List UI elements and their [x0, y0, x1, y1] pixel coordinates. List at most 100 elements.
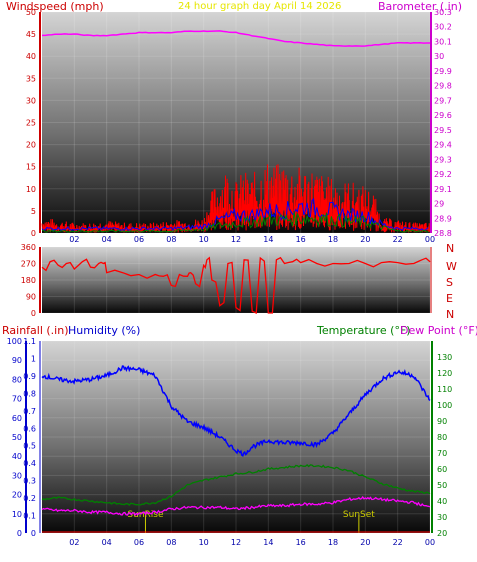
rainfall-axis-label: Rainfall (.in)	[2, 324, 69, 337]
humidity-x-tick: 14	[263, 538, 273, 547]
windspeed-tick: 35	[26, 74, 36, 83]
rain-tick: 0.1	[23, 512, 36, 521]
temperature-tick: 100	[437, 401, 452, 410]
temperature-tick: 110	[437, 385, 452, 394]
compass-w: W	[446, 260, 457, 273]
humidity-tick: 90	[12, 356, 22, 365]
wind-series-layer	[41, 30, 431, 233]
humidity-x-tick: 16	[296, 538, 306, 547]
wind-baro-panel: 02 04 06 08 10 12 14 16 18 20 22 000510152025303540…	[6, 0, 462, 244]
wind-x-tick: 20	[360, 235, 370, 244]
wind-direction-series	[41, 256, 431, 314]
temperature-tick: 50	[437, 481, 447, 490]
temperature-tick: 130	[437, 353, 452, 362]
humidity-x-tick: 00	[425, 538, 435, 547]
rain-tick: 0.6	[23, 424, 36, 433]
wind-x-tick: 04	[102, 235, 112, 244]
direction-tick: 360	[21, 243, 36, 252]
wind-x-tick: 22	[393, 235, 403, 244]
windspeed-axis-label: Windspeed (mph)	[6, 0, 104, 13]
barometer-tick: 29.1	[434, 185, 452, 194]
direction-tick: 270	[21, 260, 36, 269]
rain-humidity-temp-panel: SunRise SunSet 02 04 06 08 10 12 14 16 18 20 22 0001…	[2, 324, 477, 547]
barometer-tick: 30.1	[434, 37, 452, 46]
dewpoint-series	[41, 495, 431, 516]
compass-labels: N W S E N	[446, 242, 457, 321]
barometer-tick: 29.6	[434, 111, 452, 120]
humidity-series	[41, 365, 431, 457]
humidity-tick: 0	[17, 529, 22, 538]
humidity-series-layer: SunRise SunSet	[41, 365, 431, 533]
humidity-tick: 100	[7, 337, 22, 346]
compass-e: E	[446, 292, 453, 305]
dewpoint-axis-label: Dew Point (°F)	[400, 324, 477, 337]
humidity-tick: 50	[12, 433, 22, 442]
windspeed-tick: 20	[26, 141, 36, 150]
humidity-x-tick: 18	[328, 538, 338, 547]
barometer-tick: 29.7	[434, 96, 452, 105]
barometer-tick: 30.3	[434, 8, 452, 17]
sun-marker-label: SunSet	[343, 510, 375, 520]
windspeed-tick: 10	[26, 185, 36, 194]
rain-tick: 0.4	[23, 459, 36, 468]
humidity-axes: 02 04 06 08 10 12 14 16 18 20 22 000102030405060708…	[7, 337, 453, 547]
wind-x-tick: 18	[328, 235, 338, 244]
barometer-tick: 29.8	[434, 82, 452, 91]
humidity-x-tick: 02	[69, 538, 79, 547]
wind-x-tick: 06	[134, 235, 144, 244]
humidity-x-tick: 04	[102, 538, 112, 547]
wind-x-tick: 00	[425, 235, 435, 244]
temperature-tick: 20	[437, 529, 447, 538]
rain-tick: 0.9	[23, 372, 36, 381]
barometer-tick: 30.2	[434, 23, 452, 32]
wind-direction-panel: 360 270 180 90 0 N W S E N	[21, 242, 457, 321]
humidity-x-tick: 22	[393, 538, 403, 547]
barometer-tick: 29.5	[434, 126, 452, 135]
humidity-tick: 20	[12, 491, 22, 500]
compass-n-bottom: N	[446, 308, 454, 321]
wind-x-tick: 12	[231, 235, 241, 244]
rain-tick: 0.3	[23, 477, 36, 486]
rain-tick: 0.7	[23, 407, 36, 416]
humidity-tick: 80	[12, 375, 22, 384]
temperature-tick: 90	[437, 417, 447, 426]
humidity-tick: 60	[12, 414, 22, 423]
humidity-axis-label: Humidity (%)	[68, 324, 140, 337]
direction-tick: 0	[31, 309, 36, 318]
rain-tick: 0.5	[23, 442, 36, 451]
windspeed-tick: 5	[31, 207, 36, 216]
temperature-tick: 30	[437, 513, 447, 522]
humidity-x-tick: 10	[199, 538, 209, 547]
humidity-tick: 30	[12, 471, 22, 480]
wind-x-tick: 14	[263, 235, 273, 244]
windspeed-tick: 45	[26, 30, 36, 39]
barometer-tick: 28.8	[434, 229, 452, 238]
temperature-tick: 80	[437, 433, 447, 442]
humidity-tick: 10	[12, 510, 22, 519]
humidity-tick: 40	[12, 452, 22, 461]
barometer-tick: 29.3	[434, 155, 452, 164]
barometer-axis-label: Barometer (.in)	[378, 0, 462, 13]
humidity-plot-area	[42, 341, 430, 533]
barometer-series	[42, 30, 430, 47]
rain-tick: 0.2	[23, 494, 36, 503]
direction-gridlines	[42, 246, 431, 314]
temperature-axis-label: Temperature (°F)	[316, 324, 411, 337]
compass-n-top: N	[446, 242, 454, 255]
temperature-tick: 120	[437, 369, 452, 378]
direction-axes: 360 270 180 90 0	[21, 243, 432, 318]
wind-x-tick: 02	[69, 235, 79, 244]
wind-low-series	[41, 211, 429, 233]
wind-average-series	[41, 197, 429, 232]
humidity-x-tick: 06	[134, 538, 144, 547]
humidity-x-tick: 08	[166, 538, 176, 547]
windspeed-tick: 15	[26, 163, 36, 172]
barometer-tick: 29	[434, 200, 444, 209]
humidity-x-tick: 12	[231, 538, 241, 547]
direction-tick: 180	[21, 276, 36, 285]
windspeed-tick: 30	[26, 96, 36, 105]
wind-x-tick: 08	[166, 235, 176, 244]
wind-x-tick: 16	[296, 235, 306, 244]
barometer-tick: 29.2	[434, 170, 452, 179]
